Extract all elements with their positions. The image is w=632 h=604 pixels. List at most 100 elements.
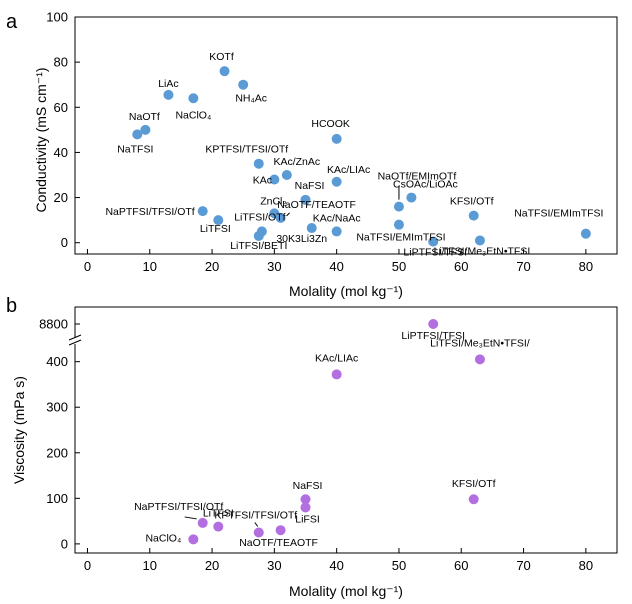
panel-a-x-axis-label: Molality (mol kg⁻¹) [289,283,403,299]
annotation-arrow [286,212,290,217]
x-tick-label: 80 [579,558,593,573]
data-point-label: KAc/NaAc [313,212,361,224]
data-point [474,235,485,246]
data-point [275,525,286,536]
data-point [393,219,404,230]
data-point-label: LiFSI [295,513,320,525]
y-tick-label: 400 [46,354,68,369]
y-tick-label: 8800 [39,317,68,332]
y-tick-label: 40 [54,145,68,160]
data-point [393,201,404,212]
data-point [213,215,224,226]
data-point [300,494,311,505]
data-point-label: LiTFSI/OTf [234,211,285,223]
data-point-label: NaClO₄ [175,109,211,121]
data-point-label: CsOAc/LiOAc [393,179,458,191]
data-point [253,230,264,241]
data-point [219,66,230,77]
data-point-label: KPTFSI/TFSI/OTf [205,144,288,156]
axis-break-gap [69,337,81,344]
panel-a: a 0 10 20 30 40 50 60 70 80 0 20 40 60 80 100 KOTf NH₄A… [6,10,618,299]
axis-break-mark [68,339,82,346]
data-point [197,517,208,528]
data-point-label: 30K3Li3Zn [276,233,327,245]
panel-a-frame [74,16,618,255]
x-tick-label: 10 [143,259,157,274]
x-tick-label: 10 [143,558,157,573]
axis-break-mark [68,334,82,341]
data-point [140,124,151,135]
x-tick-label: 40 [329,558,343,573]
data-point-label: NaOTf [129,111,160,123]
data-point-label: NaOTf/EMImOTf [378,171,457,183]
data-point-label: NaClO₄ [145,532,181,544]
data-point-label: NaOTF/TEAOTF [239,537,318,549]
panel-b: b 0 10 20 30 40 50 60 70 80 0 100 200 300 400 8800 LiP… [6,295,618,599]
x-tick-label: 70 [516,259,530,274]
y-tick-label: 100 [46,10,68,25]
data-point-label: ZnCl₂ [260,195,286,207]
data-point [275,212,286,223]
data-point [269,174,280,185]
data-point [474,354,485,365]
data-point [468,494,479,505]
data-point [213,521,224,532]
panel-a-y-axis-label: Conductivity (mS cm⁻¹) [33,67,49,212]
data-point-label: KFSI/OTf [450,196,494,208]
data-point-label: HCOOK [311,118,350,130]
data-point-label: KPTFSI/TFSI/OTf [214,510,297,522]
x-tick-label: 0 [84,259,91,274]
data-point [331,133,342,144]
y-tick-label: 100 [46,491,68,506]
data-point [300,194,311,205]
data-point [253,527,264,538]
y-tick-label: 0 [61,536,68,551]
data-point [238,79,249,90]
data-point-label: NaFSI [295,180,325,192]
y-tick-label: 20 [54,190,68,205]
y-tick-label: 200 [46,445,68,460]
x-tick-label: 30 [267,259,281,274]
data-point [428,319,439,329]
data-point [253,158,264,169]
panel-a-label: a [6,11,18,33]
data-point-label: NH₄Ac [235,93,267,105]
data-point [468,210,479,221]
data-point-label: LiAc [158,78,178,90]
annotation-arrow [184,516,197,520]
data-point-label: LiTFSI [200,223,231,235]
data-point-label: LiPTFSI/TFSI [403,247,467,259]
data-point-label: KAc/LIAc [327,164,370,176]
x-tick-label: 30 [267,558,281,573]
panel-b-x-axis-label: Molality (mol kg⁻¹) [289,583,403,599]
y-tick-label: 80 [54,55,68,70]
x-tick-label: 70 [516,558,530,573]
x-tick-label: 60 [454,259,468,274]
x-tick-label: 50 [392,558,406,573]
data-point [281,170,292,180]
data-point-label: LiTFSI/Me₃EtN•TFSI/ [430,337,530,349]
data-point [331,226,342,237]
x-tick-label: 20 [205,558,219,573]
data-point-label: NaFSI [293,480,323,492]
data-point [331,176,342,187]
data-point-label: LiTFSI/BETI [230,240,287,252]
data-point [306,223,317,234]
data-point [132,129,143,140]
data-point-label: LiTFSI [203,508,234,520]
data-point-label: LiTFSI/Me₃EtN•TFSI [434,245,531,257]
x-tick-label: 50 [392,259,406,274]
data-point [331,369,342,380]
data-point-label: NaTFSI/EMImTFSI [356,232,445,244]
x-tick-label: 60 [454,558,468,573]
data-point [163,89,174,100]
data-point-label: NaPTFSI/TFSI/OTf [134,501,223,513]
x-tick-label: 80 [579,259,593,274]
panel-b-frame [74,306,618,554]
y-tick-label: 60 [54,100,68,115]
x-tick-label: 20 [205,259,219,274]
y-tick-label: 0 [61,235,68,250]
data-point [300,502,311,513]
data-point-label: NaTFSI [117,143,153,155]
